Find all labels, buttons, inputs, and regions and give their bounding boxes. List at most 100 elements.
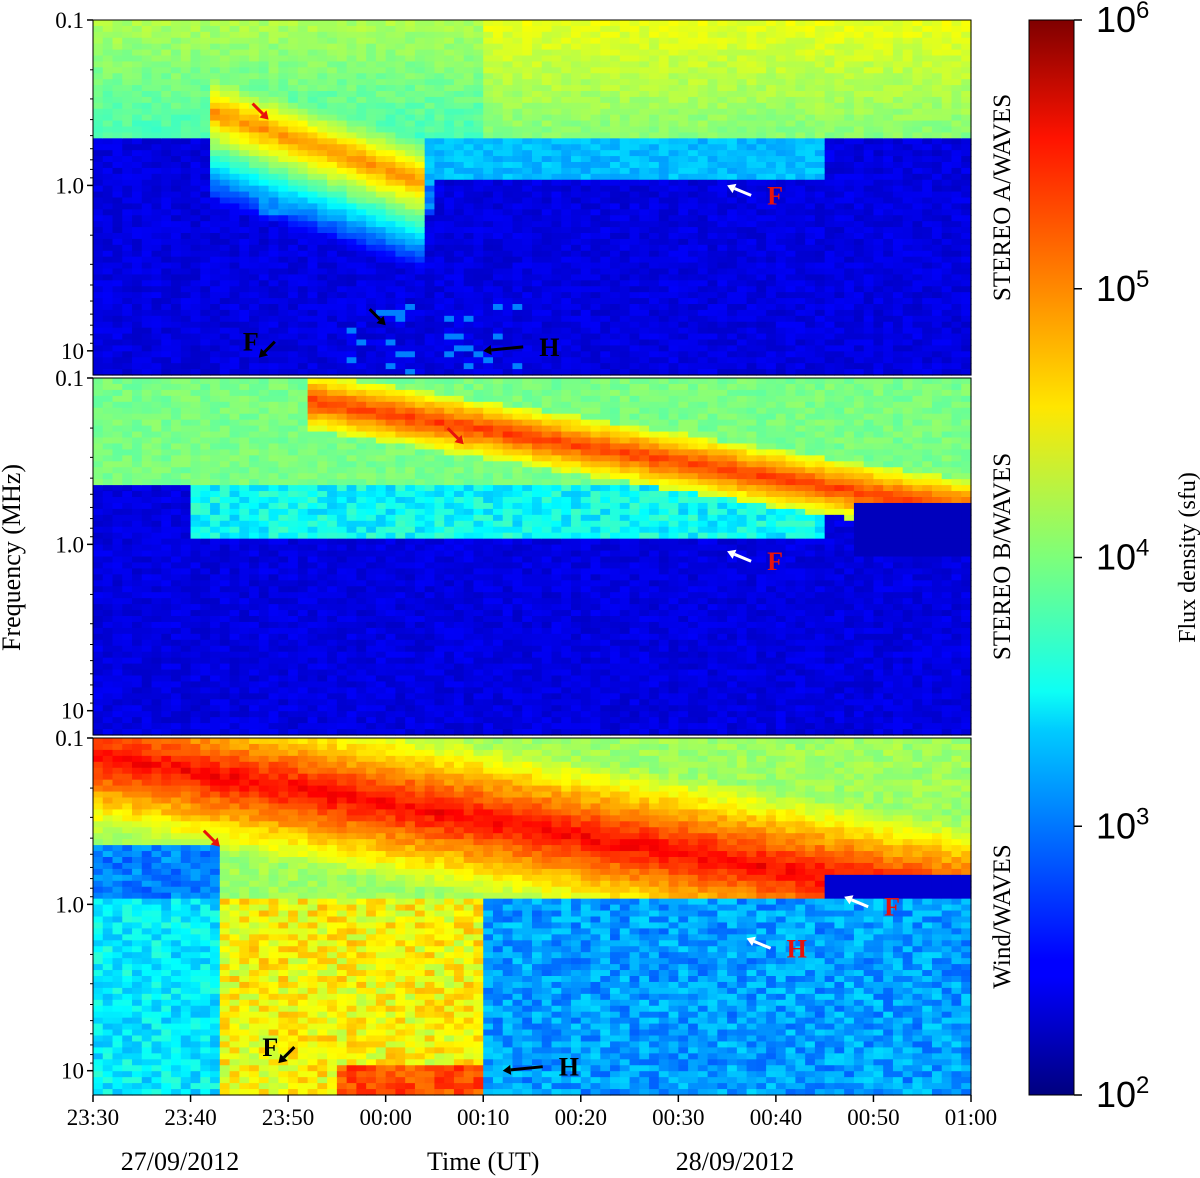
heatmap-cell [151, 309, 162, 317]
heatmap-cell [775, 227, 787, 234]
heatmap-cell [395, 85, 406, 92]
heatmap-cell [717, 25, 728, 33]
heatmap-cell [795, 167, 806, 175]
heatmap-cell [697, 37, 709, 45]
heatmap-cell [414, 244, 426, 252]
heatmap-cell [239, 274, 250, 281]
heatmap-cell [746, 126, 757, 134]
heatmap-cell [346, 262, 357, 270]
heatmap-cell [873, 244, 884, 252]
heatmap-cell [834, 138, 845, 145]
heatmap-cell [483, 203, 494, 210]
heatmap-cell [610, 209, 621, 216]
heatmap-cell [541, 274, 553, 281]
heatmap-cell [756, 345, 767, 352]
heatmap-cell [102, 114, 114, 122]
heatmap-cell [239, 126, 250, 134]
heatmap-cell [902, 67, 914, 74]
heatmap-cell [571, 315, 582, 323]
heatmap-cell [229, 238, 240, 246]
heatmap-cell [102, 31, 114, 39]
heatmap-cell [571, 369, 582, 376]
heatmap-cell [122, 173, 133, 181]
heatmap-cell [356, 244, 367, 252]
heatmap-cell [219, 203, 231, 210]
heatmap-cell [258, 55, 270, 63]
heatmap-cell [668, 173, 679, 181]
heatmap-cell [483, 209, 494, 216]
heatmap-cell [629, 79, 640, 86]
heatmap-cell [112, 138, 123, 145]
heatmap-cell [356, 351, 367, 358]
heatmap-cell [775, 304, 787, 311]
heatmap-cell [190, 31, 201, 39]
heatmap-cell [366, 108, 377, 116]
heatmap-cell [902, 91, 914, 98]
heatmap-cell [200, 369, 211, 376]
heatmap-cell [395, 262, 406, 270]
heatmap-cell [678, 309, 689, 317]
heatmap-cell [795, 156, 806, 163]
heatmap-cell [210, 286, 221, 293]
heatmap-cell [844, 244, 855, 252]
heatmap-cell [278, 309, 289, 317]
heatmap-cell [863, 292, 875, 299]
heatmap-cell [239, 209, 250, 216]
heatmap-cell [141, 138, 153, 145]
heatmap-cell [512, 369, 523, 376]
heatmap-cell [473, 185, 484, 193]
heatmap-cell [375, 238, 387, 246]
heatmap-cell [346, 31, 357, 39]
heatmap-cell [639, 268, 650, 276]
heatmap-cell [717, 363, 728, 370]
heatmap-cell [132, 339, 143, 347]
heatmap-cell [697, 363, 709, 370]
heatmap-cell [541, 333, 553, 341]
heatmap-cell [883, 20, 894, 27]
heatmap-cell [756, 256, 767, 264]
heatmap-cell [473, 49, 484, 57]
heatmap-cell [463, 25, 475, 33]
heatmap-cell [853, 233, 865, 240]
heatmap-cell [571, 179, 582, 187]
heatmap-cell [258, 244, 270, 252]
heatmap-cell [112, 73, 123, 80]
heatmap-cell [346, 315, 357, 323]
heatmap-cell [434, 79, 445, 86]
heatmap-cell [414, 73, 426, 80]
heatmap-cell [395, 102, 406, 110]
heatmap-cell [785, 363, 796, 370]
heatmap-cell [590, 215, 601, 222]
heatmap-cell [834, 120, 845, 128]
heatmap-cell [288, 173, 299, 181]
heatmap-cell [200, 250, 211, 258]
heatmap-cell [180, 55, 192, 63]
heatmap-cell [385, 91, 397, 98]
heatmap-cell [112, 25, 123, 33]
heatmap-cell [405, 120, 416, 128]
heatmap-cell [610, 327, 621, 335]
heatmap-cell [366, 73, 377, 80]
heatmap-cell [785, 49, 796, 57]
heatmap-cell [541, 227, 553, 234]
heatmap-cell [336, 357, 348, 364]
heatmap-cell [863, 96, 875, 104]
heatmap-cell [580, 126, 592, 134]
heatmap-cell [746, 185, 757, 193]
heatmap-cell [385, 304, 397, 311]
heatmap-cell [414, 25, 426, 33]
heatmap-cell [639, 262, 650, 270]
heatmap-cell [424, 321, 436, 329]
heatmap-cell [375, 244, 387, 252]
heatmap-cell [405, 156, 416, 163]
heatmap-cell [219, 73, 231, 80]
heatmap-cell [600, 85, 611, 92]
heatmap-cell [512, 138, 523, 145]
heatmap-cell [336, 132, 348, 139]
heatmap-cell [375, 215, 387, 222]
heatmap-cell [93, 67, 104, 74]
heatmap-cell [93, 321, 104, 329]
heatmap-cell [522, 144, 533, 151]
heatmap-cell [785, 268, 796, 276]
heatmap-cell [297, 55, 309, 63]
